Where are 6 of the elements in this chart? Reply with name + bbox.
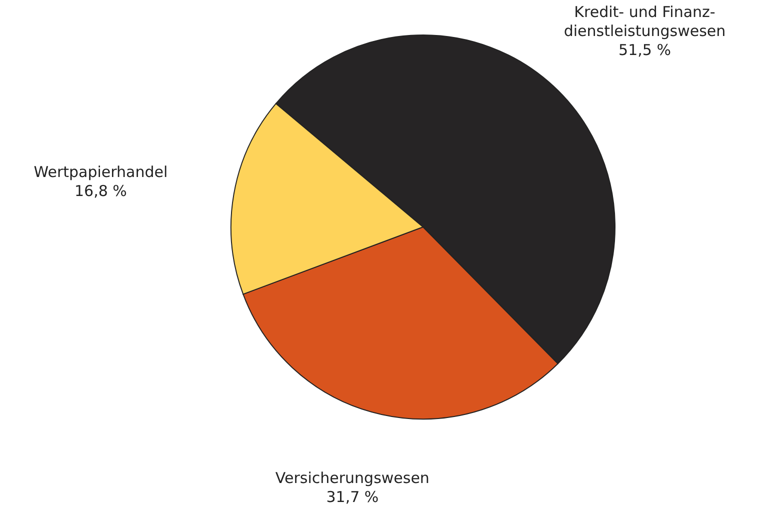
- data-label: 31,7 %: [326, 488, 379, 506]
- slice-label: Kredit- und Finanz- dienstleistungswesen: [564, 2, 726, 40]
- slice-label: Versicherungswesen: [275, 469, 430, 488]
- slice-label: Wertpapierhandel: [34, 163, 168, 182]
- data-label: 16,8 %: [74, 182, 127, 200]
- data-label: 51,5 %: [618, 40, 671, 59]
